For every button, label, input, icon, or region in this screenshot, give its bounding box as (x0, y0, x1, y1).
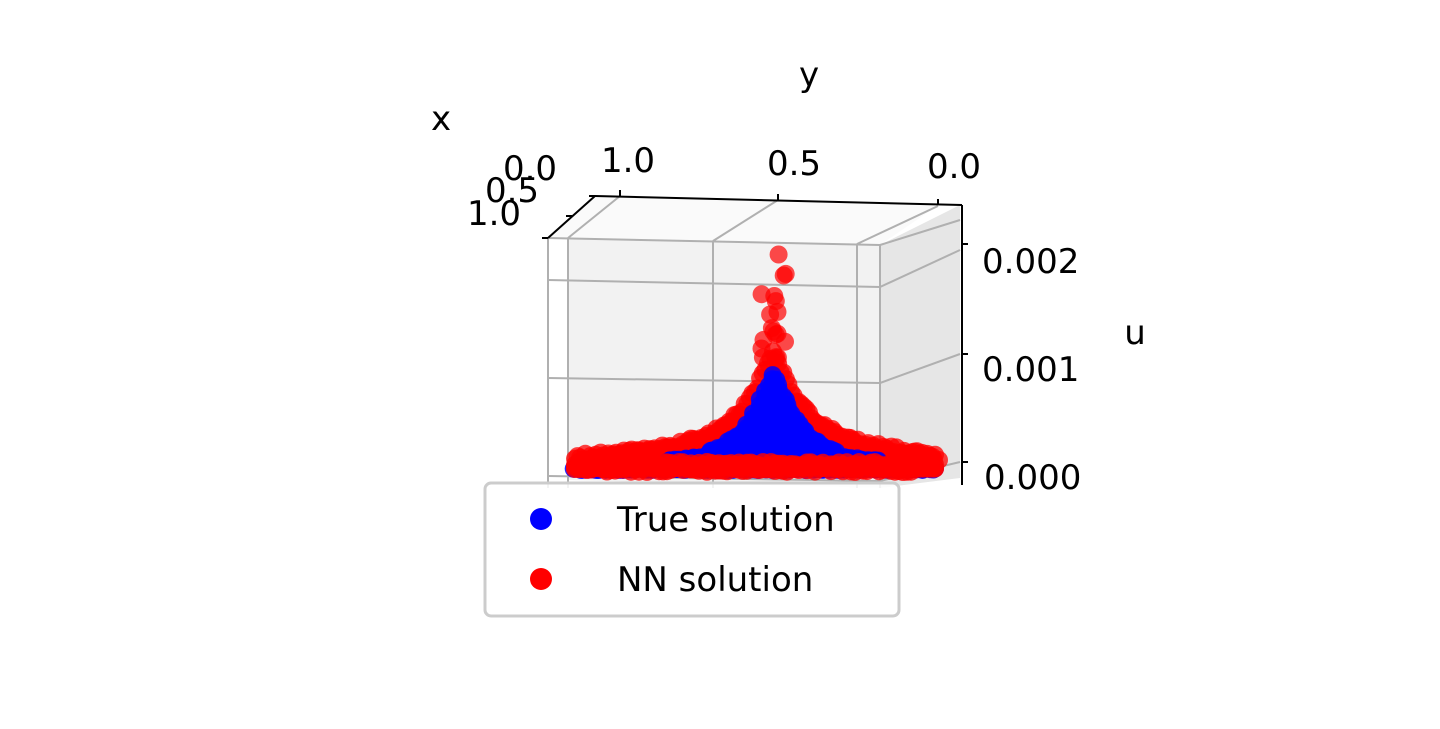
legend-label-nn-solution: NN solution (617, 560, 813, 600)
x-tick-label: 0.0 (503, 149, 557, 189)
u-tick-label: 0.000 (984, 458, 1081, 498)
axis-lines (542, 190, 968, 485)
x-tick-label: 0.5 (485, 171, 539, 211)
y-tick-label: 0.5 (767, 144, 821, 184)
x-axis-label: x (431, 99, 451, 139)
legend-marker-true-solution (530, 508, 552, 530)
legend: True solution NN solution (483, 481, 901, 618)
nn-solution-point (765, 287, 784, 305)
tick-labels: 1.0 0.5 0.0 0.0 0.5 1.0 0.002 0.001 0.00… (467, 141, 1081, 498)
axis-labels: x y u (431, 55, 1146, 353)
y-tick-label: 0.0 (927, 147, 981, 187)
x-tick-label: 1.0 (467, 194, 521, 234)
nn-solution-point (767, 348, 786, 367)
legend-frame (483, 481, 901, 618)
legend-label-true-solution: True solution (616, 500, 835, 540)
u-tick-label: 0.002 (982, 242, 1079, 282)
side-pane (880, 205, 960, 488)
y-axis-label: y (799, 55, 819, 95)
u-axis-label: u (1124, 313, 1146, 353)
nn-solution-point (768, 324, 787, 343)
nn-solution-points-front (566, 453, 944, 481)
u-tick-label: 0.001 (982, 350, 1079, 390)
legend-marker-nn-solution (530, 568, 552, 590)
nn-solution-point (774, 266, 793, 285)
plot-panes (548, 196, 960, 488)
y-tick-label: 1.0 (601, 141, 655, 181)
nn-solution-point (566, 455, 584, 474)
nn-solution-point (769, 245, 788, 264)
nn-solution-point (753, 348, 772, 367)
